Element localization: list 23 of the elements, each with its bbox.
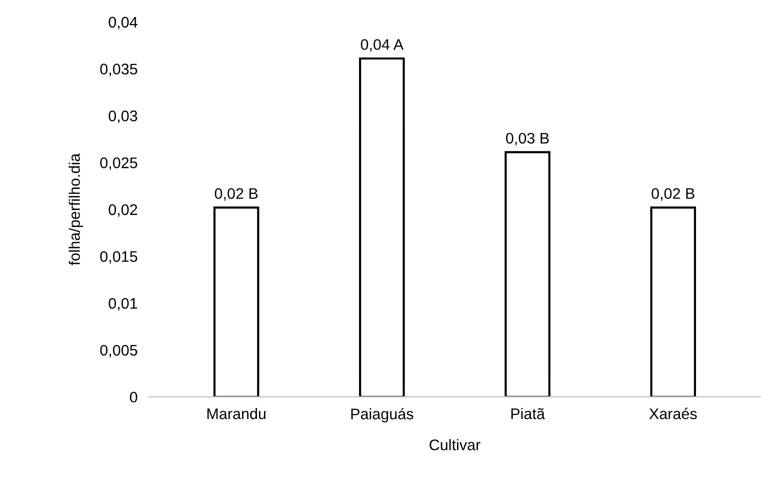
y-tick-label: 0,005 <box>100 344 138 358</box>
x-axis-title: Cultivar <box>430 439 480 450</box>
bar <box>359 57 405 397</box>
x-tick-label: Paiaguás <box>351 408 414 422</box>
data-label: 0,04 A <box>360 39 404 52</box>
y-tick-label: 0,025 <box>100 157 138 170</box>
y-axis-title: folha/perfilho.dia <box>68 153 83 266</box>
x-tick-label: Xaraés <box>649 408 697 420</box>
x-tick-label: Piatã <box>511 408 545 420</box>
y-tick-label: 0,015 <box>100 251 138 264</box>
y-tick-label: 0,02 <box>108 204 138 217</box>
y-tick-label: 0,04 <box>108 16 138 30</box>
x-tick-label: Marandu <box>207 408 266 420</box>
y-tick-label: 0,035 <box>100 64 138 76</box>
bar <box>213 206 260 397</box>
y-tick-label: 0 <box>130 392 138 403</box>
data-label: 0,03 B <box>506 132 549 146</box>
bar <box>650 206 696 397</box>
data-label: 0,02 B <box>652 188 694 201</box>
y-tick-label: 0,03 <box>108 110 138 124</box>
data-label: 0,02 B <box>214 188 258 201</box>
bar <box>504 151 550 397</box>
y-tick-label: 0,01 <box>108 298 138 311</box>
